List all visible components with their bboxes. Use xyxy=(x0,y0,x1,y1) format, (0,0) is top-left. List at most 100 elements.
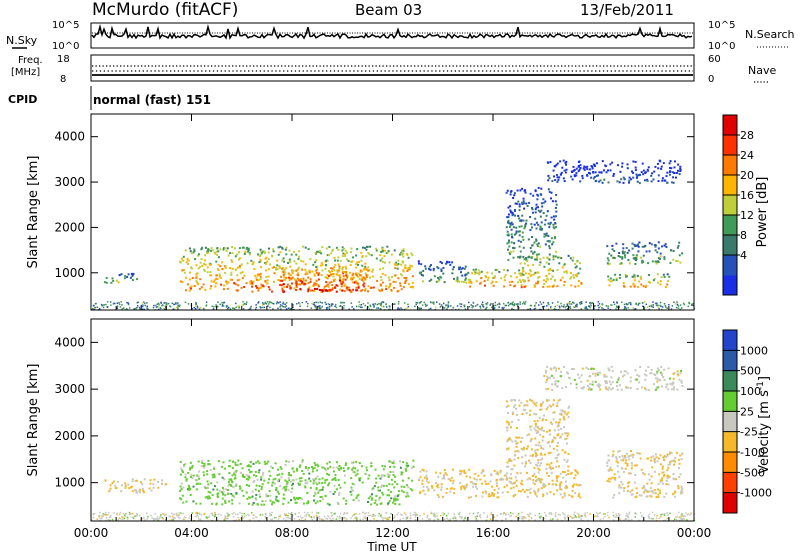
echo-point xyxy=(451,268,454,271)
echo-point xyxy=(389,306,391,308)
echo-point xyxy=(592,367,595,370)
echo-point xyxy=(463,304,465,307)
colorbar-tick-label: -500 xyxy=(740,466,765,479)
echo-point xyxy=(656,515,658,517)
echo-point xyxy=(229,252,231,255)
echo-point xyxy=(529,247,532,249)
echo-point xyxy=(680,485,683,488)
echo-point xyxy=(351,278,354,281)
echo-point xyxy=(487,482,490,485)
echo-point xyxy=(114,484,117,487)
echo-point xyxy=(555,193,558,196)
echo-point xyxy=(228,465,231,468)
echo-point xyxy=(474,272,477,275)
echo-point xyxy=(268,301,271,303)
echo-point xyxy=(317,465,320,468)
echo-point xyxy=(330,252,333,255)
echo-point xyxy=(526,404,529,407)
echo-point xyxy=(256,503,259,506)
echo-point xyxy=(392,460,395,463)
echo-point xyxy=(180,482,183,485)
echo-point xyxy=(255,498,258,501)
echo-point xyxy=(616,301,618,303)
echo-point xyxy=(218,490,221,493)
echo-point xyxy=(543,235,546,238)
echo-point xyxy=(635,378,638,381)
echo-point xyxy=(394,303,396,305)
echo-point xyxy=(339,259,342,262)
echo-point xyxy=(535,238,538,241)
echo-point xyxy=(287,460,290,463)
echo-point xyxy=(301,470,304,472)
echo-point xyxy=(563,180,566,183)
echo-point xyxy=(661,245,663,248)
echo-point xyxy=(666,477,669,480)
echo-point xyxy=(392,517,394,519)
echo-point xyxy=(529,216,532,218)
echo-point xyxy=(405,277,408,279)
echo-point xyxy=(621,257,624,260)
echo-point xyxy=(631,170,633,173)
echo-point xyxy=(507,421,510,424)
echo-point xyxy=(594,380,597,383)
echo-point xyxy=(315,279,318,282)
echo-point xyxy=(254,488,257,491)
echo-point xyxy=(598,512,601,514)
echo-point xyxy=(231,260,233,263)
echo-point xyxy=(476,487,479,490)
echo-point xyxy=(263,306,265,309)
echo-point xyxy=(615,457,618,460)
echo-point xyxy=(319,305,321,307)
echo-point xyxy=(279,301,281,303)
echo-point xyxy=(318,516,320,519)
echo-point xyxy=(362,284,365,287)
y-tick-label: 1000 xyxy=(54,476,85,490)
echo-point xyxy=(146,302,148,304)
echo-point xyxy=(393,249,396,252)
echo-point xyxy=(548,245,551,248)
echo-point xyxy=(317,273,320,276)
echo-point xyxy=(233,282,236,284)
echo-point xyxy=(344,517,346,519)
echo-point xyxy=(299,283,302,286)
echo-point xyxy=(342,266,345,269)
echo-point xyxy=(352,466,355,469)
echo-point xyxy=(271,254,273,257)
echo-point xyxy=(156,516,159,518)
echo-point xyxy=(346,288,349,291)
echo-point xyxy=(540,481,542,484)
echo-point xyxy=(402,269,405,272)
echo-point xyxy=(440,483,443,486)
echo-point xyxy=(341,268,344,271)
echo-point xyxy=(558,421,561,424)
echo-point xyxy=(589,383,592,385)
echo-point xyxy=(511,413,514,416)
echo-point xyxy=(505,514,507,516)
echo-point xyxy=(567,411,570,414)
echo-point xyxy=(665,383,668,386)
echo-point xyxy=(503,306,505,309)
echo-point xyxy=(421,468,424,471)
echo-point xyxy=(106,306,109,308)
echo-point xyxy=(352,515,354,517)
echo-point xyxy=(640,494,643,497)
echo-point xyxy=(563,516,565,519)
echo-point xyxy=(269,499,272,502)
echo-point xyxy=(355,280,358,283)
echo-point xyxy=(356,469,359,472)
echo-point xyxy=(578,262,581,265)
echo-point xyxy=(566,303,568,305)
echo-point xyxy=(187,259,190,262)
echo-point xyxy=(203,259,206,262)
echo-point xyxy=(554,226,557,228)
echo-point xyxy=(228,306,230,309)
echo-point xyxy=(157,302,160,305)
echo-point xyxy=(341,279,344,282)
echo-point xyxy=(481,495,484,498)
echo-point xyxy=(302,277,305,280)
echo-point xyxy=(326,260,329,263)
echo-point xyxy=(529,512,531,514)
echo-point xyxy=(188,486,191,489)
echo-point xyxy=(531,226,533,229)
